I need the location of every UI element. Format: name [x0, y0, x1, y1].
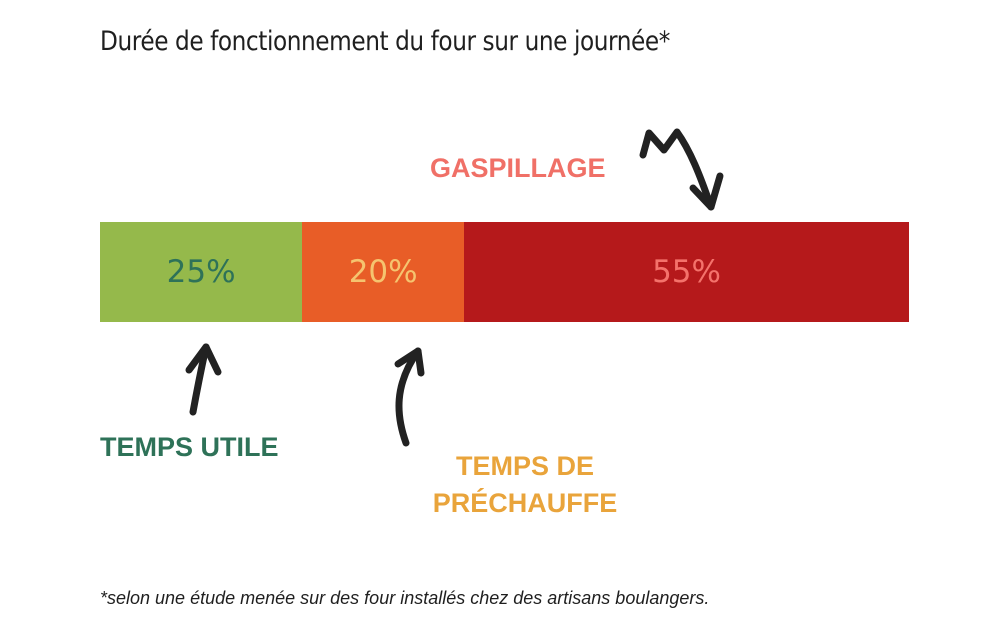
data-label-temps-utile: 25%	[166, 254, 236, 290]
arrow-to-gaspillage	[639, 128, 715, 211]
category-label-line: TEMPS DE	[455, 451, 595, 481]
category-label-line: PRÉCHAUFFE	[432, 488, 618, 518]
stacked-bar: 25% 20% 55%	[100, 222, 909, 322]
bar-segment-temps-utile: 25%	[100, 222, 303, 322]
bar-segment-temps-de-prechauffe: 20%	[302, 222, 465, 322]
data-label-temps-de-prechauffe: 20%	[348, 254, 418, 290]
bar-segment-gaspillage: 55%	[464, 222, 909, 322]
arrow-head-gaspillage	[689, 172, 724, 211]
chart-title: Durée de fonctionnement du four sur une …	[100, 26, 670, 57]
data-label-gaspillage: 55%	[652, 254, 721, 290]
arrow-to-prechauffe	[395, 347, 422, 447]
category-label-gaspillage: GASPILLAGE	[430, 153, 606, 183]
footnote: *selon une étude menée sur des four inst…	[100, 588, 710, 608]
arrow-to-temps-utile	[189, 343, 210, 416]
category-label-temps-de-prechauffe: TEMPS DE PRÉCHAUFFE	[425, 448, 625, 522]
arrow-head-temps-utile	[185, 343, 222, 376]
category-label-temps-utile: TEMPS UTILE	[100, 432, 279, 462]
arrow-head-prechauffe	[394, 347, 425, 377]
